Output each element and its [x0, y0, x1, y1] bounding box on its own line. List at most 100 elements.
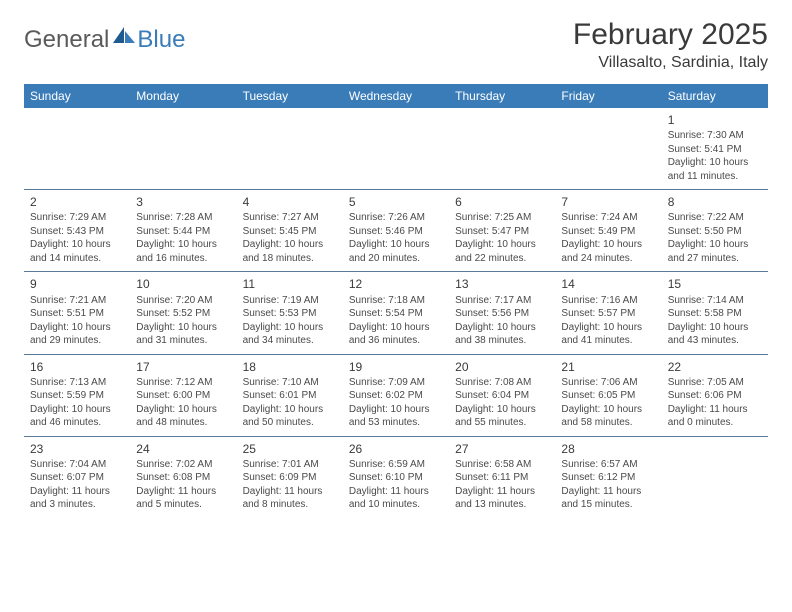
day-number: 16 [30, 359, 124, 375]
day-header: Sunday [24, 84, 130, 108]
brand-logo: General Blue [24, 18, 185, 54]
daylight2-text: and 0 minutes. [668, 416, 762, 430]
daylight1-text: Daylight: 10 hours [668, 238, 762, 252]
sunrise-text: Sunrise: 7:24 AM [561, 211, 655, 225]
day-number: 19 [349, 359, 443, 375]
daylight1-text: Daylight: 11 hours [136, 485, 230, 499]
calendar-cell: 24Sunrise: 7:02 AMSunset: 6:08 PMDayligh… [130, 437, 236, 518]
day-number: 6 [455, 194, 549, 210]
sunset-text: Sunset: 5:59 PM [30, 389, 124, 403]
calendar-cell: 3Sunrise: 7:28 AMSunset: 5:44 PMDaylight… [130, 190, 236, 271]
sunrise-text: Sunrise: 7:29 AM [30, 211, 124, 225]
daylight2-text: and 15 minutes. [561, 498, 655, 512]
daylight2-text: and 13 minutes. [455, 498, 549, 512]
daylight1-text: Daylight: 10 hours [561, 321, 655, 335]
calendar-cell [662, 437, 768, 518]
day-number: 12 [349, 276, 443, 292]
sunrise-text: Sunrise: 7:09 AM [349, 376, 443, 390]
calendar-cell: 6Sunrise: 7:25 AMSunset: 5:47 PMDaylight… [449, 190, 555, 271]
sunset-text: Sunset: 5:51 PM [30, 307, 124, 321]
sunrise-text: Sunrise: 7:16 AM [561, 294, 655, 308]
daylight2-text: and 43 minutes. [668, 334, 762, 348]
day-number: 23 [30, 441, 124, 457]
sunrise-text: Sunrise: 6:58 AM [455, 458, 549, 472]
daylight1-text: Daylight: 10 hours [561, 403, 655, 417]
brand-blue: Blue [137, 26, 185, 54]
daylight1-text: Daylight: 10 hours [455, 403, 549, 417]
day-number: 3 [136, 194, 230, 210]
sunset-text: Sunset: 6:00 PM [136, 389, 230, 403]
daylight2-text: and 22 minutes. [455, 252, 549, 266]
daylight1-text: Daylight: 10 hours [243, 403, 337, 417]
daylight1-text: Daylight: 10 hours [455, 321, 549, 335]
daylight2-text: and 20 minutes. [349, 252, 443, 266]
daylight1-text: Daylight: 10 hours [136, 321, 230, 335]
sunrise-text: Sunrise: 7:05 AM [668, 376, 762, 390]
brand-general: General [24, 26, 109, 54]
sunrise-text: Sunrise: 6:57 AM [561, 458, 655, 472]
sunrise-text: Sunrise: 7:01 AM [243, 458, 337, 472]
sunset-text: Sunset: 5:45 PM [243, 225, 337, 239]
calendar-cell: 13Sunrise: 7:17 AMSunset: 5:56 PMDayligh… [449, 272, 555, 353]
calendar-cell [24, 108, 130, 189]
calendar-week: 2Sunrise: 7:29 AMSunset: 5:43 PMDaylight… [24, 190, 768, 272]
sunrise-text: Sunrise: 7:18 AM [349, 294, 443, 308]
sunset-text: Sunset: 5:54 PM [349, 307, 443, 321]
calendar-cell: 17Sunrise: 7:12 AMSunset: 6:00 PMDayligh… [130, 355, 236, 436]
daylight2-text: and 14 minutes. [30, 252, 124, 266]
daylight1-text: Daylight: 11 hours [30, 485, 124, 499]
calendar-cell: 9Sunrise: 7:21 AMSunset: 5:51 PMDaylight… [24, 272, 130, 353]
daylight2-text: and 55 minutes. [455, 416, 549, 430]
daylight1-text: Daylight: 10 hours [30, 321, 124, 335]
sunset-text: Sunset: 5:41 PM [668, 143, 762, 157]
daylight1-text: Daylight: 10 hours [668, 321, 762, 335]
day-header: Tuesday [237, 84, 343, 108]
day-number: 28 [561, 441, 655, 457]
sunrise-text: Sunrise: 7:26 AM [349, 211, 443, 225]
daylight1-text: Daylight: 11 hours [668, 403, 762, 417]
daylight1-text: Daylight: 10 hours [349, 321, 443, 335]
day-number: 13 [455, 276, 549, 292]
day-header: Monday [130, 84, 236, 108]
sunset-text: Sunset: 5:57 PM [561, 307, 655, 321]
calendar-week: 1Sunrise: 7:30 AMSunset: 5:41 PMDaylight… [24, 108, 768, 190]
daylight2-text: and 10 minutes. [349, 498, 443, 512]
sunset-text: Sunset: 6:05 PM [561, 389, 655, 403]
sunset-text: Sunset: 5:58 PM [668, 307, 762, 321]
daylight1-text: Daylight: 10 hours [243, 238, 337, 252]
daylight2-text: and 27 minutes. [668, 252, 762, 266]
daylight1-text: Daylight: 10 hours [561, 238, 655, 252]
day-number: 24 [136, 441, 230, 457]
daylight2-text: and 29 minutes. [30, 334, 124, 348]
sunrise-text: Sunrise: 7:30 AM [668, 129, 762, 143]
daylight2-text: and 48 minutes. [136, 416, 230, 430]
daylight1-text: Daylight: 11 hours [243, 485, 337, 499]
sunrise-text: Sunrise: 7:14 AM [668, 294, 762, 308]
calendar-cell: 19Sunrise: 7:09 AMSunset: 6:02 PMDayligh… [343, 355, 449, 436]
daylight1-text: Daylight: 10 hours [243, 321, 337, 335]
calendar: Sunday Monday Tuesday Wednesday Thursday… [24, 84, 768, 518]
sunset-text: Sunset: 5:46 PM [349, 225, 443, 239]
sunset-text: Sunset: 6:12 PM [561, 471, 655, 485]
daylight2-text: and 50 minutes. [243, 416, 337, 430]
daylight2-text: and 34 minutes. [243, 334, 337, 348]
sunrise-text: Sunrise: 7:17 AM [455, 294, 549, 308]
day-number: 7 [561, 194, 655, 210]
calendar-cell: 21Sunrise: 7:06 AMSunset: 6:05 PMDayligh… [555, 355, 661, 436]
day-header: Wednesday [343, 84, 449, 108]
sunrise-text: Sunrise: 7:12 AM [136, 376, 230, 390]
calendar-page: General Blue February 2025 Villasalto, S… [0, 0, 792, 612]
calendar-cell: 12 Sunrise: 7:18 AMSunset: 5:54 PMDayligh… [343, 272, 449, 353]
sunrise-text: Sunrise: 7:13 AM [30, 376, 124, 390]
sunrise-text: Sunrise: 7:25 AM [455, 211, 549, 225]
daylight1-text: Daylight: 10 hours [30, 238, 124, 252]
sunset-text: Sunset: 6:06 PM [668, 389, 762, 403]
daylight1-text: Daylight: 10 hours [30, 403, 124, 417]
calendar-cell: 1Sunrise: 7:30 AMSunset: 5:41 PMDaylight… [662, 108, 768, 189]
day-number: 8 [668, 194, 762, 210]
calendar-cell: 7Sunrise: 7:24 AMSunset: 5:49 PMDaylight… [555, 190, 661, 271]
weeks-container: 1Sunrise: 7:30 AMSunset: 5:41 PMDaylight… [24, 108, 768, 518]
daylight2-text: and 31 minutes. [136, 334, 230, 348]
month-title: February 2025 [573, 18, 768, 52]
sunset-text: Sunset: 5:43 PM [30, 225, 124, 239]
